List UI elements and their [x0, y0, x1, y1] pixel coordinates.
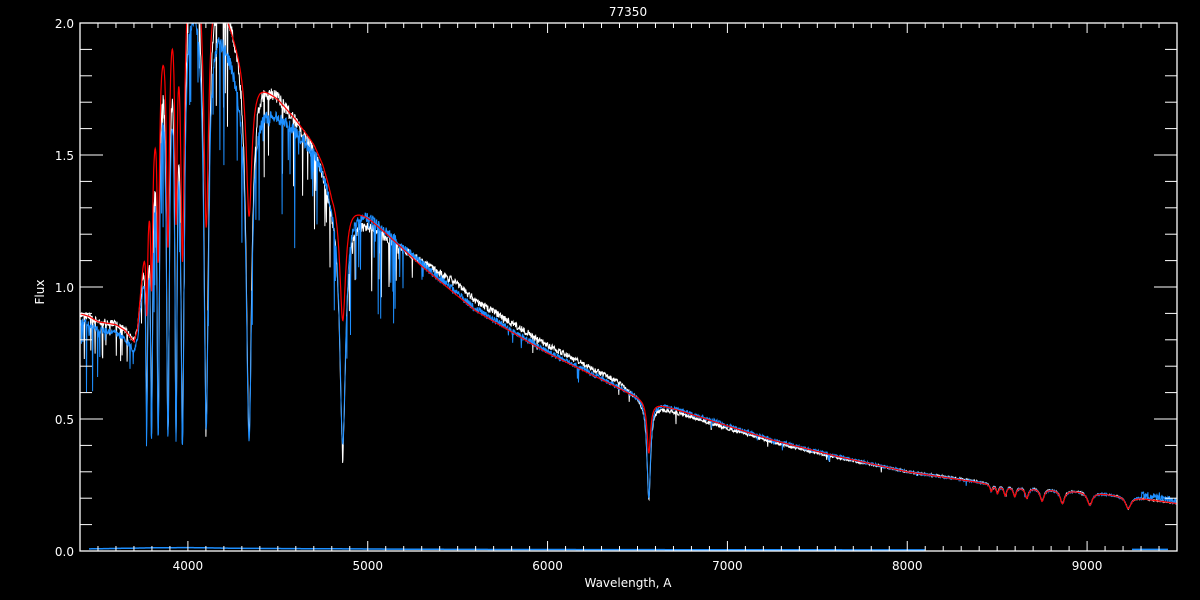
y-tick-label: 1.0 [55, 281, 74, 295]
error-spectrum [89, 546, 926, 551]
y-tick-label: 2.0 [55, 17, 74, 31]
y-tick-label: 1.5 [55, 149, 74, 163]
series-layer [80, 23, 1177, 551]
y-tick-label: 0.0 [55, 545, 74, 559]
x-tick-label: 4000 [173, 559, 204, 573]
y-axis-label: Flux [33, 280, 47, 305]
y-tick-label: 0.5 [55, 413, 74, 427]
axis-ticks: 4000 5000 6000 7000 8000 9000 0.0 0.5 1.0 1.5 2.0 [55, 17, 1178, 573]
x-tick-label: 8000 [892, 559, 923, 573]
chart-title: 77350 [609, 5, 647, 19]
x-tick-label: 9000 [1072, 559, 1103, 573]
model-spectrum-red [80, 23, 1177, 510]
x-tick-label: 7000 [712, 559, 743, 573]
x-axis-label: Wavelength, A [584, 576, 672, 590]
x-tick-label: 6000 [532, 559, 563, 573]
x-tick-label: 5000 [352, 559, 383, 573]
